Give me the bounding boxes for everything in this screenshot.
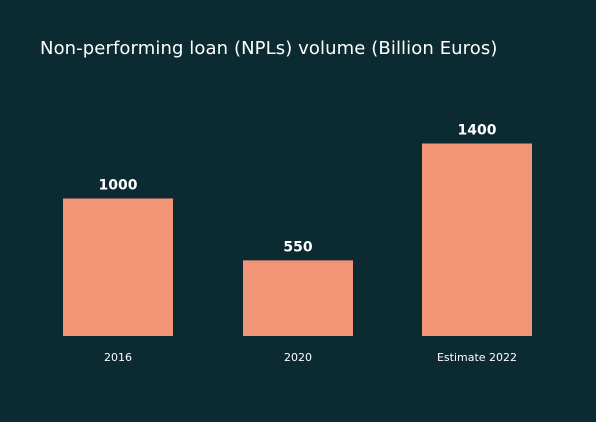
chart-title: Non-performing loan (NPLs) volume (Billi… [40,38,498,59]
bar-2020 [243,260,353,336]
value-label: 550 [283,239,312,255]
value-label: 1400 [458,123,497,139]
x-tick-label: 2020 [284,351,312,364]
x-tick-label: Estimate 2022 [437,351,517,364]
x-tick-label: 2016 [104,351,132,364]
value-label: 1000 [99,178,138,194]
bar-estimate-2022 [422,143,532,336]
bar-2016 [63,198,173,336]
